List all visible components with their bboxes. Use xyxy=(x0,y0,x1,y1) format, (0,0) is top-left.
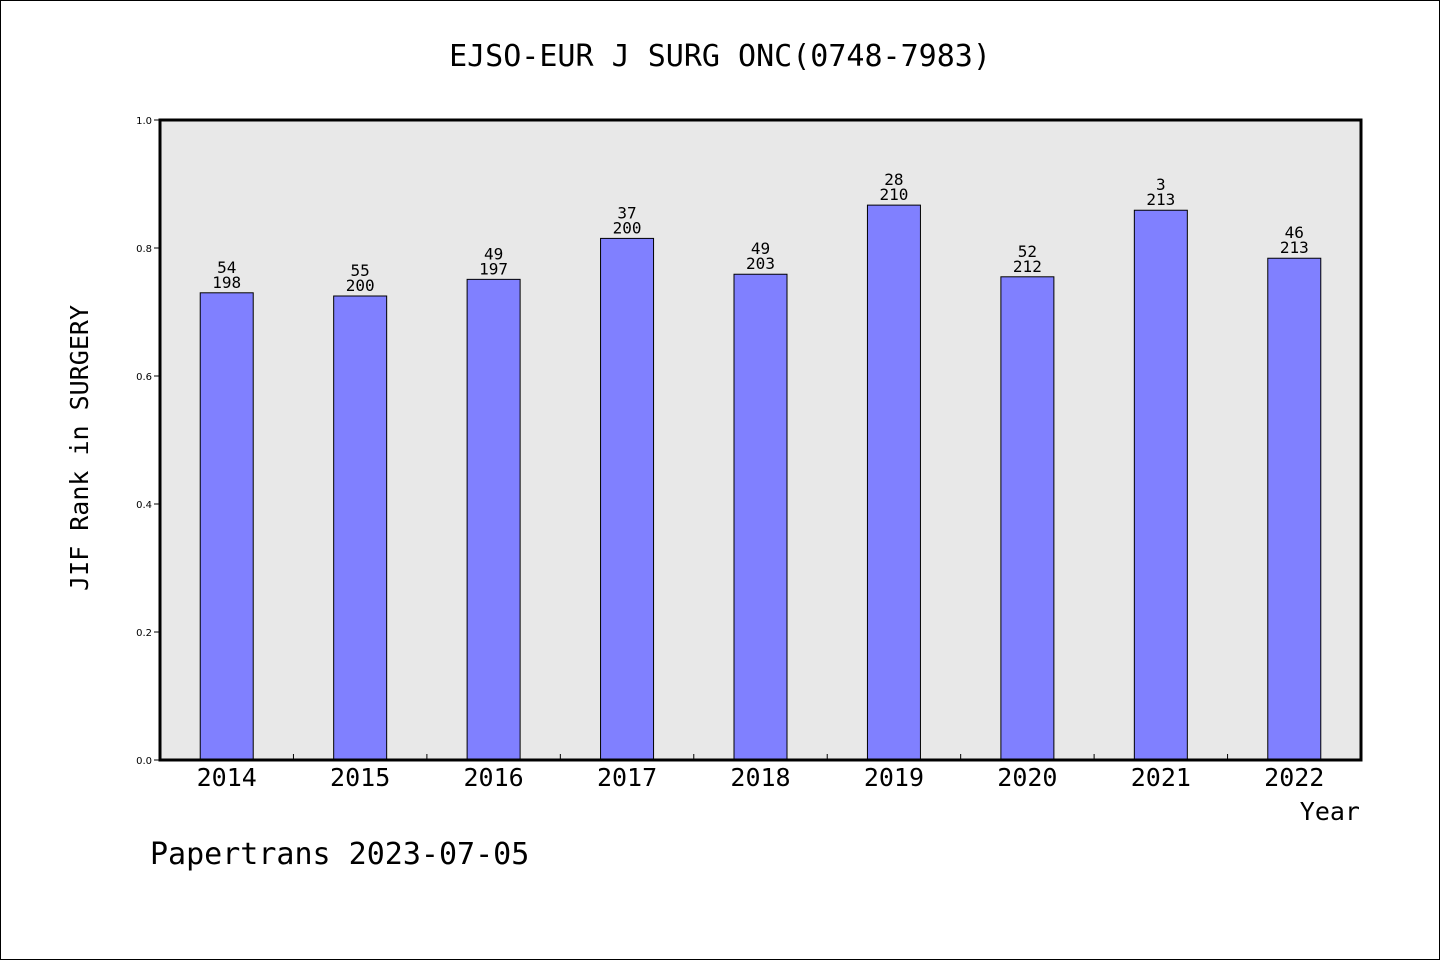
x-tick-label: 2021 xyxy=(1131,763,1191,792)
footer-source-date: Papertrans 2023-07-05 xyxy=(150,837,529,872)
bar-2021 xyxy=(1133,209,1188,761)
bar-rank-label: 49 xyxy=(484,244,503,263)
x-tick-label: 2017 xyxy=(597,763,657,792)
x-tick-label: 2022 xyxy=(1264,763,1324,792)
bar-total-label: 210 xyxy=(879,185,908,204)
bar-rank-label: 3 xyxy=(1156,175,1166,194)
bar-2014 xyxy=(199,292,254,761)
bar-total-label: 197 xyxy=(479,259,508,278)
bar-2019 xyxy=(866,204,921,761)
x-tick-label: 2018 xyxy=(730,763,790,792)
bar-total-label: 213 xyxy=(1146,190,1175,209)
x-tick-label: 2019 xyxy=(864,763,924,792)
bar-2018 xyxy=(733,273,788,761)
bar-2017 xyxy=(600,237,655,761)
bar-rank-label: 37 xyxy=(617,203,636,222)
y-tick-label: 0.0 xyxy=(136,756,152,767)
y-axis-label: JIF Rank in SURGERY xyxy=(65,305,94,591)
bar-total-label: 212 xyxy=(1013,257,1042,276)
bar-2015 xyxy=(333,295,388,761)
bar-total-label: 203 xyxy=(746,254,775,273)
bar-total-label: 213 xyxy=(1280,238,1309,257)
bar-rank-label: 52 xyxy=(1018,242,1037,261)
y-tick-label: 0.8 xyxy=(136,244,152,255)
bar-2020 xyxy=(1000,276,1055,761)
chart-title: EJSO-EUR J SURG ONC(0748-7983) xyxy=(449,39,991,74)
y-tick-label: 0.6 xyxy=(136,372,152,383)
bar-rank-label: 54 xyxy=(217,258,236,277)
bar-rank-label: 49 xyxy=(751,239,770,258)
x-tick-label: 2016 xyxy=(464,763,524,792)
y-tick-label: 0.2 xyxy=(136,628,152,639)
bar-2022 xyxy=(1267,257,1322,761)
x-axis-label: Year xyxy=(1300,797,1360,826)
bar-rank-label: 55 xyxy=(351,261,370,280)
bar-total-label: 198 xyxy=(212,273,241,292)
plot-border xyxy=(158,118,1363,762)
bar-total-label: 200 xyxy=(346,276,375,295)
bar-rank-label: 28 xyxy=(884,170,903,189)
x-tick-label: 2015 xyxy=(330,763,390,792)
bar-rank-label: 46 xyxy=(1285,223,1304,242)
bar-total-label: 200 xyxy=(613,218,642,237)
y-tick-label: 0.4 xyxy=(136,500,152,511)
x-tick-label: 2014 xyxy=(197,763,257,792)
x-tick-label: 2020 xyxy=(997,763,1057,792)
plot-area: 0.00.20.40.60.81.05419820145520020154919… xyxy=(136,116,1363,792)
bar-2016 xyxy=(466,278,521,761)
y-tick-label: 1.0 xyxy=(136,116,152,127)
